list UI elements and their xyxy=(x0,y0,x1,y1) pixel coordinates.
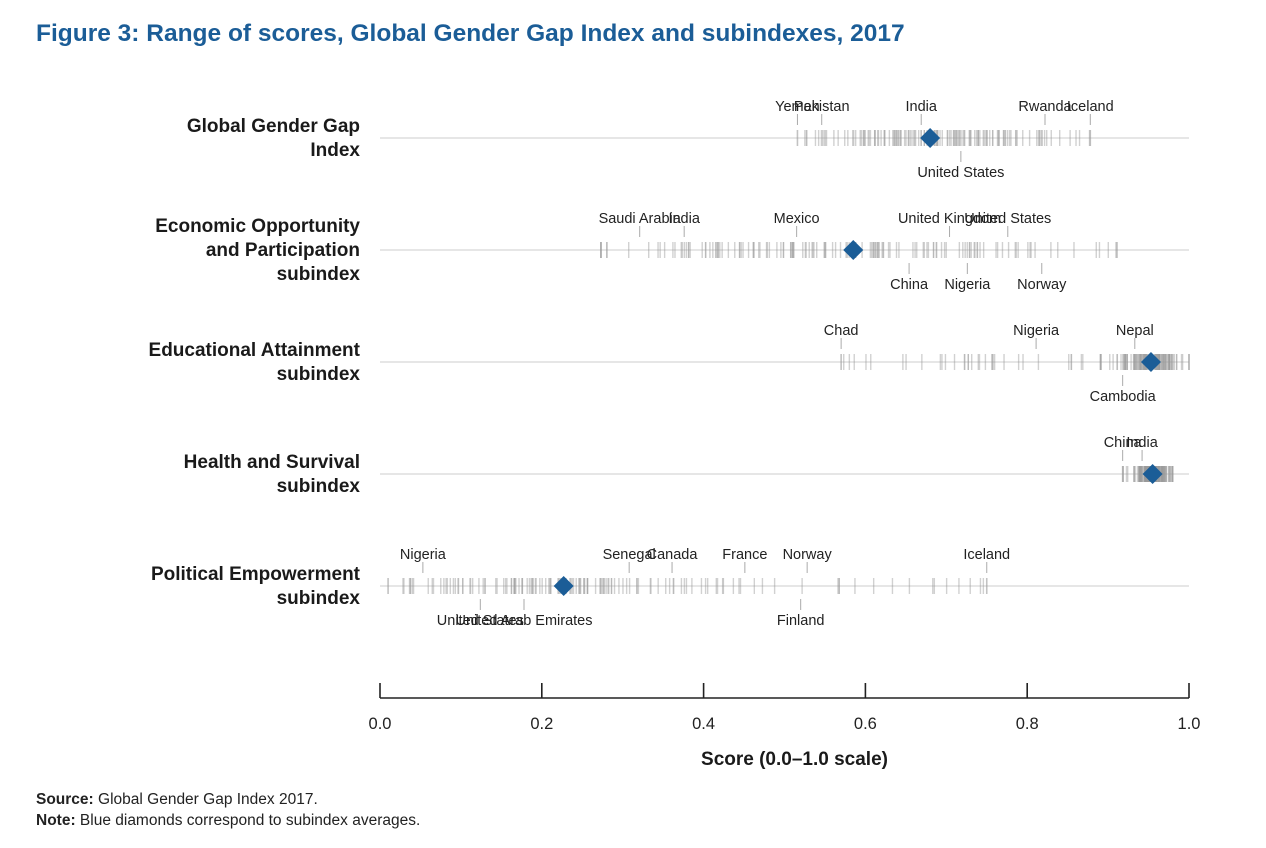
annotation-label: Cambodia xyxy=(1090,389,1157,405)
annotation-label: United States xyxy=(437,613,524,629)
x-tick-label: 0.0 xyxy=(369,715,392,733)
x-axis: 0.0 0.2 0.4 0.6 0.8 1.0 Score (0.0–1.0 scale) xyxy=(369,683,1201,770)
annotation-label: China xyxy=(890,277,929,293)
annotation-label: India xyxy=(668,211,700,227)
annotation-label: Nigeria xyxy=(944,277,991,293)
row-label: subindex xyxy=(277,364,361,385)
row-label: Economic Opportunity xyxy=(155,216,360,237)
x-axis-title: Score (0.0–1.0 scale) xyxy=(701,749,888,770)
annotation-label: Senegal xyxy=(603,547,656,563)
annotation-label: Saudi Arabia xyxy=(599,211,682,227)
average-diamond xyxy=(843,240,864,260)
annotation-label: United States xyxy=(917,165,1004,181)
annotation-label: Rwanda xyxy=(1018,99,1072,115)
average-diamond xyxy=(553,576,574,596)
source-text: Global Gender Gap Index 2017. xyxy=(98,791,318,808)
annotation-label: India xyxy=(1126,435,1158,451)
row-label: subindex xyxy=(277,264,361,285)
annotation-label: Norway xyxy=(1017,277,1067,293)
average-note: Note: Blue diamonds correspond to subind… xyxy=(36,810,420,831)
annotation-label: India xyxy=(905,99,937,115)
average-diamond xyxy=(1140,352,1161,372)
annotation-label: China xyxy=(1104,435,1143,451)
row-label: Educational Attainment xyxy=(149,340,361,361)
row-label: subindex xyxy=(277,588,361,609)
annotation-label: Pakistan xyxy=(794,99,850,115)
row-label: and Participation xyxy=(206,240,360,261)
annotation-label: Iceland xyxy=(963,547,1010,563)
annotation-label: Yemen xyxy=(775,99,820,115)
x-tick-label: 1.0 xyxy=(1178,715,1201,733)
row-label: Index xyxy=(310,140,360,161)
annotation-label: United Arab Emirates xyxy=(455,613,592,629)
annotation-label: France xyxy=(722,547,767,563)
average-diamond xyxy=(920,128,941,148)
row-5: Political Empowerment subindex Nigeria Sene… xyxy=(151,547,1189,629)
average-diamond xyxy=(1142,464,1163,484)
x-tick-label: 0.4 xyxy=(692,715,715,733)
annotation-label: United Kingdom xyxy=(898,211,1001,227)
annotation-label: Iceland xyxy=(1067,99,1114,115)
x-tick-label: 0.8 xyxy=(1016,715,1039,733)
annotation-label: United States xyxy=(964,211,1051,227)
annotation-label: Nepal xyxy=(1116,323,1154,339)
row-label: Political Empowerment xyxy=(151,564,361,585)
row-label: subindex xyxy=(277,476,361,497)
source-note: Source: Global Gender Gap Index 2017. xyxy=(36,789,420,810)
annotation-label: Nigeria xyxy=(400,547,447,563)
row-3: Educational Attainment subindex Chad Nigeri… xyxy=(149,323,1190,405)
x-tick-label: 0.2 xyxy=(530,715,553,733)
row-label: Global Gender Gap xyxy=(187,116,360,137)
footnotes: Source: Global Gender Gap Index 2017. No… xyxy=(36,789,420,831)
annotation-label: Canada xyxy=(647,547,699,563)
annotation-label: Nigeria xyxy=(1013,323,1060,339)
row-2: Economic Opportunity and Participation sub… xyxy=(155,211,1189,293)
annotation-label: Norway xyxy=(783,547,833,563)
x-tick-label: 0.6 xyxy=(854,715,877,733)
source-label: Source: xyxy=(36,791,94,808)
annotation-label: Finland xyxy=(777,613,825,629)
annotation-label: Chad xyxy=(824,323,859,339)
annotation-label: Mexico xyxy=(774,211,820,227)
row-label: Health and Survival xyxy=(184,452,360,473)
note-label: Note: xyxy=(36,812,76,829)
chart-title: Figure 3: Range of scores, Global Gender… xyxy=(36,20,905,47)
note-text: Blue diamonds correspond to subindex ave… xyxy=(79,812,421,829)
